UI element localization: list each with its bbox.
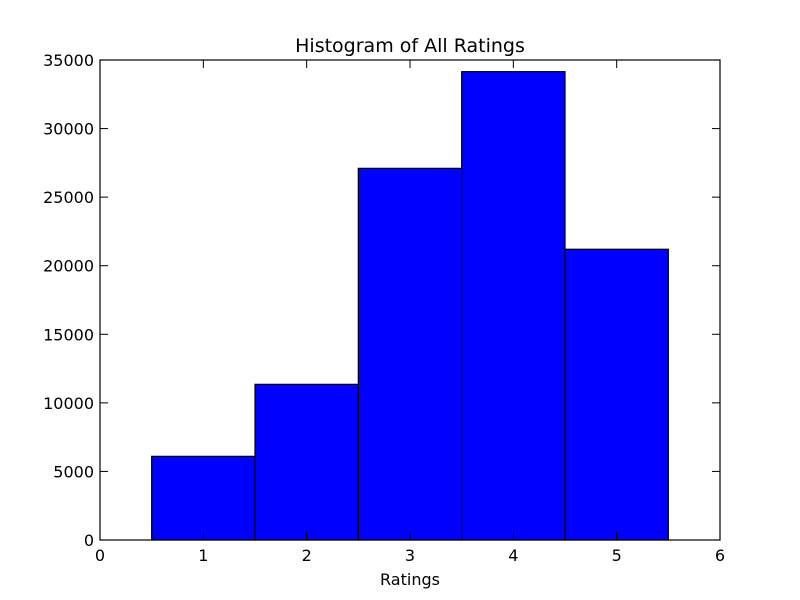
histogram-bar-2 (254, 383, 359, 541)
histogram-bar-3 (357, 167, 463, 541)
bars-layer (151, 71, 669, 541)
x-tick-label: 3 (405, 546, 415, 565)
histogram-bar-1 (151, 455, 256, 541)
y-tick-label: 20000 (43, 257, 94, 276)
y-tick-label: 30000 (43, 120, 94, 139)
plot-frame (99, 59, 721, 541)
y-tick-label: 35000 (43, 51, 94, 70)
chart-title: Histogram of All Ratings (295, 35, 525, 57)
x-tick-label: 6 (715, 546, 725, 565)
x-tick-label: 4 (508, 546, 518, 565)
y-tick-label: 5000 (53, 462, 94, 481)
x-axis-title: Ratings (380, 570, 440, 589)
x-tick-label: 1 (198, 546, 208, 565)
y-tick-label: 25000 (43, 188, 94, 207)
x-tick-label: 0 (95, 546, 105, 565)
y-tick-label: 0 (84, 531, 94, 550)
tick-labels-layer: 0 1 2 3 4 5 6 0 5000 10000 15000 20000 25000 30000 350… (43, 51, 725, 565)
x-tick-label: 5 (612, 546, 622, 565)
y-tick-label: 15000 (43, 325, 94, 344)
x-tick-label: 2 (302, 546, 312, 565)
y-tick-label: 10000 (43, 394, 94, 413)
histogram-bar-5 (564, 248, 669, 541)
histogram-bar-4 (461, 71, 566, 541)
